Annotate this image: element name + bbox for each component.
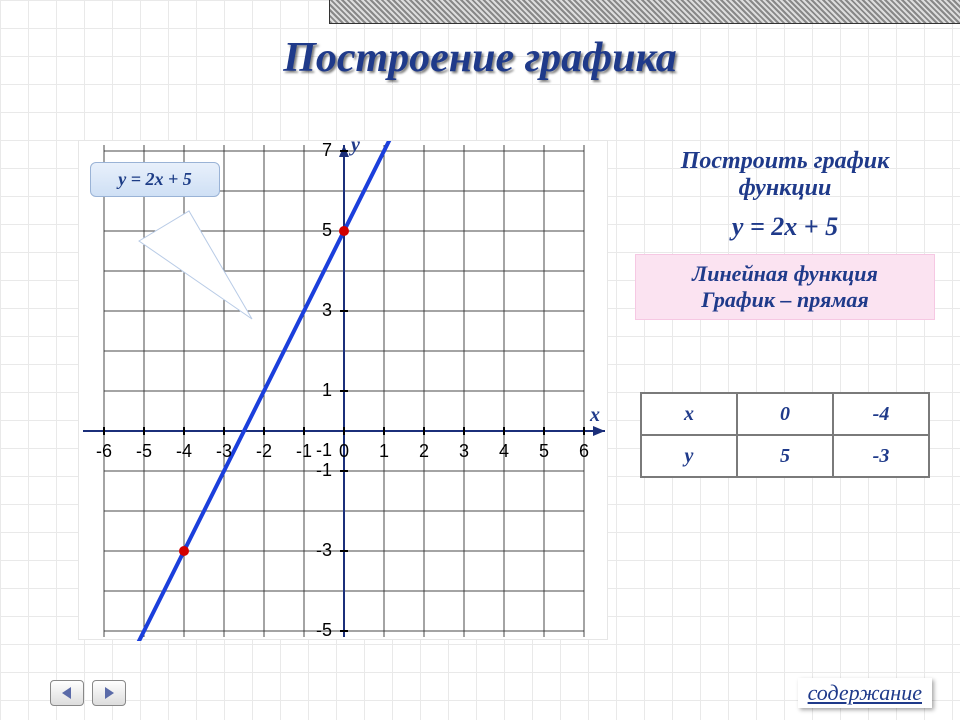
tick-label: -3	[216, 441, 232, 462]
tick-label: 0	[339, 441, 349, 462]
tick-label: 2	[419, 441, 429, 462]
tick-label: -1	[316, 460, 332, 481]
chart-panel: -6 -5 -4 -3 -2 -1 0 1 2 3 4 5 6 -5 -3 -1 1 3 5 7 -1	[78, 140, 608, 640]
side-equation: y = 2x + 5	[625, 212, 945, 242]
equation-callout: y = 2x + 5	[90, 162, 220, 197]
table-header-x: x	[641, 393, 737, 435]
chart-svg	[79, 141, 609, 641]
tick-label: -1	[296, 441, 312, 462]
xy-value-table: x 0 -4 y 5 -3	[640, 392, 930, 478]
table-row-label-y: y	[641, 435, 737, 477]
tick-label: -5	[316, 620, 332, 641]
x-axis-label: x	[590, 404, 600, 427]
tick-label: 1	[322, 380, 332, 401]
top-hatched-strip	[330, 0, 960, 23]
tick-label: 1	[379, 441, 389, 462]
tick-label: 5	[539, 441, 549, 462]
triangle-right-icon	[102, 686, 116, 700]
table-header-val0: 0	[737, 393, 833, 435]
table-header-val1: -4	[833, 393, 929, 435]
contents-link[interactable]: содержание	[798, 678, 932, 708]
side-column: Построить график функции y = 2x + 5 Лине…	[625, 148, 945, 320]
tick-label: -4	[176, 441, 192, 462]
page-title: Построение графика	[0, 34, 960, 82]
table-row: x 0 -4	[641, 393, 929, 435]
tick-label: -5	[136, 441, 152, 462]
tick-label: 6	[579, 441, 589, 462]
table-row: y 5 -3	[641, 435, 929, 477]
tick-label: 5	[322, 220, 332, 241]
table-cell: -3	[833, 435, 929, 477]
tick-label: -3	[316, 540, 332, 561]
equation-callout-text: y = 2x + 5	[118, 169, 192, 189]
tick-label: -2	[256, 441, 272, 462]
y-axis-label: y	[351, 134, 360, 157]
tick-label: 4	[499, 441, 509, 462]
nav-button-group	[50, 680, 126, 706]
prev-button[interactable]	[50, 680, 84, 706]
table-cell: 5	[737, 435, 833, 477]
task-text: Построить график функции	[625, 148, 945, 202]
tick-label: -6	[96, 441, 112, 462]
tick-label: -1	[316, 440, 332, 461]
tick-label: 7	[322, 140, 332, 161]
triangle-left-icon	[60, 686, 74, 700]
tick-label: 3	[322, 300, 332, 321]
next-button[interactable]	[92, 680, 126, 706]
pink-info-box: Линейная функция График – прямая	[635, 254, 935, 320]
tick-label: 3	[459, 441, 469, 462]
